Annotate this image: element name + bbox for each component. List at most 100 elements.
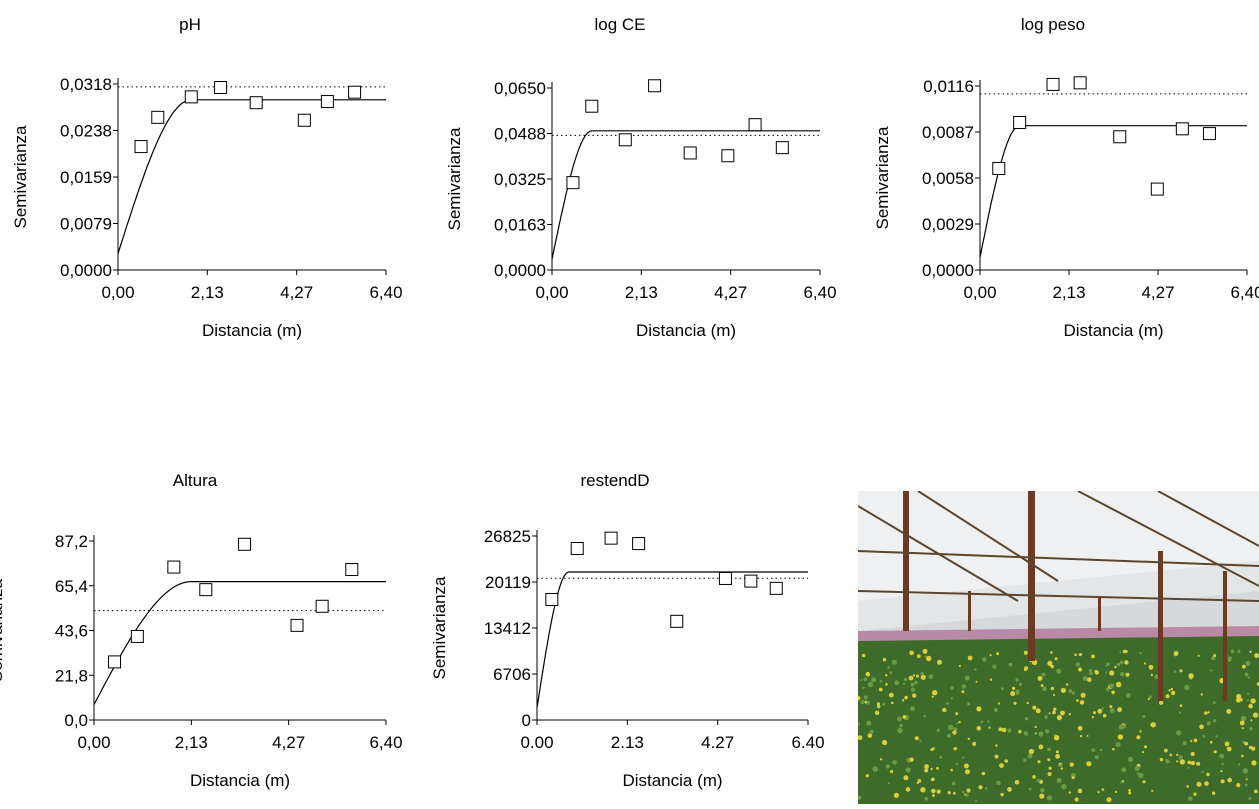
flower-dot — [1027, 753, 1033, 759]
flower-dot — [1248, 797, 1252, 800]
y-tick-label: 0,0163 — [494, 216, 546, 235]
flower-dot — [1125, 672, 1130, 677]
flower-dot — [1165, 758, 1169, 762]
flower-dot — [1119, 660, 1124, 665]
flower-dot — [1244, 741, 1249, 746]
flower-dot — [1097, 708, 1103, 714]
flower-dot — [1244, 672, 1249, 677]
flower-dot — [904, 695, 908, 700]
flower-dot — [916, 654, 921, 658]
flower-dot — [1114, 790, 1118, 794]
flower-dot — [946, 702, 949, 705]
flower-dot — [1144, 745, 1147, 749]
flower-dot — [1074, 653, 1077, 656]
flower-dot — [955, 712, 959, 716]
flower-dot — [1190, 740, 1193, 743]
flower-dot — [855, 695, 861, 701]
chart-title: log peso — [1021, 15, 1085, 34]
flower-dot — [1082, 676, 1088, 681]
flower-dot — [1071, 691, 1075, 695]
flower-dot — [1007, 787, 1012, 792]
flower-dot — [931, 747, 935, 751]
flower-dot — [1078, 653, 1082, 657]
flower-dot — [1122, 649, 1127, 654]
flower-dot — [1023, 730, 1027, 734]
flower-dot — [962, 756, 965, 759]
x-tick-label: 0,00 — [77, 733, 110, 752]
flower-dot — [1150, 722, 1156, 728]
y-tick-label: 0,0058 — [922, 169, 974, 188]
flower-dot — [1008, 662, 1013, 667]
flower-dot — [1164, 748, 1168, 753]
x-tick-label: 6.40 — [791, 733, 824, 752]
flower-dot — [999, 763, 1004, 768]
flower-dot — [1196, 761, 1201, 766]
flower-dot — [1115, 681, 1122, 688]
flower-dot — [910, 706, 915, 711]
flower-dot — [863, 695, 868, 700]
flower-dot — [1038, 744, 1044, 750]
x-tick-label: 6,40 — [1230, 283, 1259, 302]
flower-dot — [1230, 649, 1235, 654]
flower-dot — [882, 658, 887, 662]
flower-dot — [1211, 655, 1216, 661]
flower-dot — [1256, 682, 1259, 686]
flower-dot — [889, 671, 893, 674]
greenhouse-post — [903, 491, 909, 631]
flower-dot — [1173, 670, 1177, 673]
flower-dot — [1248, 703, 1253, 709]
flower-dot — [1219, 753, 1225, 759]
flower-dot — [894, 680, 900, 686]
flower-dot — [1251, 760, 1257, 766]
flower-dot — [1249, 650, 1252, 653]
flower-dot — [916, 781, 919, 784]
flower-dot — [1210, 669, 1213, 672]
flower-dot — [1023, 650, 1028, 655]
flower-dot — [1101, 788, 1105, 791]
flower-dot — [1142, 780, 1146, 784]
flower-dot — [931, 695, 934, 698]
flower-dot — [1086, 761, 1092, 767]
flower-dot — [1142, 715, 1146, 718]
flower-dot — [958, 664, 961, 667]
flower-dot — [1109, 670, 1115, 676]
flower-dot — [998, 727, 1003, 732]
x-tick-label: 0,00 — [535, 283, 568, 302]
data-point — [632, 537, 646, 551]
flower-dot — [931, 788, 936, 794]
flower-dot — [866, 720, 872, 726]
data-point — [648, 79, 662, 93]
flower-dot — [1077, 788, 1083, 794]
flower-dot — [1047, 660, 1053, 666]
x-tick-label: 0.00 — [520, 733, 553, 752]
x-tick-label: 4.27 — [701, 733, 734, 752]
flower-dot — [872, 766, 879, 772]
flower-dot — [978, 785, 983, 790]
flower-dot — [1099, 748, 1103, 752]
flower-dot — [1245, 778, 1248, 781]
flower-dot — [1212, 701, 1216, 705]
flower-dot — [920, 671, 924, 676]
flower-dot — [1094, 755, 1099, 760]
y-tick-label: 0,0238 — [60, 122, 112, 141]
flower-dot — [1097, 790, 1100, 794]
flower-dot — [1241, 754, 1244, 758]
y-tick-label: 0 — [522, 711, 531, 730]
flower-dot — [1074, 797, 1079, 802]
flower-dot — [1143, 662, 1146, 665]
flower-dot — [992, 664, 997, 669]
flower-dot — [1202, 734, 1206, 738]
flower-dot — [967, 702, 971, 706]
flower-dot — [1080, 692, 1086, 698]
flower-dot — [1170, 690, 1176, 696]
flower-dot — [879, 679, 883, 683]
flower-dot — [936, 766, 939, 770]
flower-dot — [953, 791, 956, 795]
flower-dot — [942, 707, 947, 713]
data-point — [108, 655, 122, 669]
data-point — [134, 140, 148, 154]
flower-dot — [1242, 768, 1249, 774]
flower-dot — [1249, 727, 1253, 731]
flower-dot — [939, 755, 942, 759]
flower-dot — [869, 729, 874, 734]
